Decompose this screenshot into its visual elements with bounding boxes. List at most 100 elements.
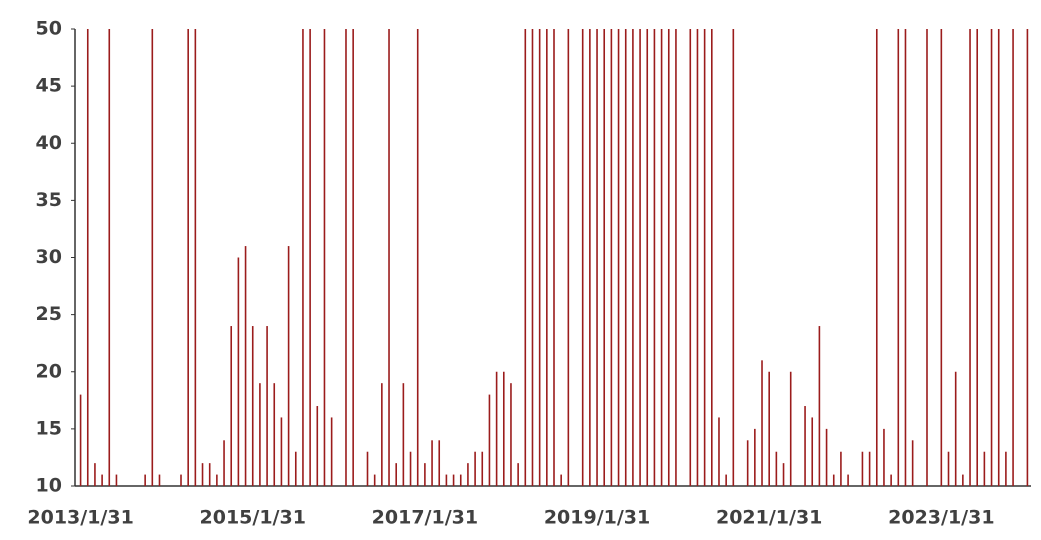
bar (194, 29, 197, 486)
bar (660, 29, 663, 486)
bar (883, 428, 885, 486)
bar (596, 29, 598, 486)
bar (459, 474, 462, 486)
bar (847, 474, 849, 486)
x-tick-label: 2013/1/31 (27, 507, 133, 529)
bar (754, 428, 756, 486)
bar (954, 371, 957, 486)
bar (560, 474, 562, 486)
x-tick-label: 2015/1/31 (200, 507, 306, 529)
bar (187, 29, 189, 486)
bar (223, 440, 225, 486)
bar (388, 29, 390, 486)
bar (366, 451, 369, 486)
bar (323, 29, 326, 486)
bar (244, 246, 247, 486)
bar (962, 474, 964, 486)
bar (675, 29, 677, 486)
bar (617, 29, 620, 486)
bar (330, 417, 333, 486)
bar (761, 360, 763, 486)
bar (1026, 29, 1029, 486)
bar (158, 474, 161, 486)
bar (452, 474, 455, 486)
y-tick-label: 15 (36, 417, 62, 439)
bar (531, 29, 534, 486)
y-tick-label: 45 (36, 75, 62, 97)
bar (868, 451, 871, 486)
bar (711, 29, 713, 486)
bar (789, 371, 792, 486)
bar (524, 29, 527, 486)
bar (345, 29, 347, 486)
bar (947, 451, 950, 486)
y-tick-label: 50 (36, 18, 62, 40)
bar (553, 29, 555, 486)
bar (416, 29, 419, 486)
bar (940, 29, 943, 486)
bar (832, 474, 835, 486)
bar (589, 29, 591, 486)
bar (101, 474, 103, 486)
bar (287, 246, 290, 486)
bar (373, 474, 376, 486)
bar (474, 451, 476, 486)
y-tick-label: 40 (36, 132, 62, 154)
x-tick-label: 2023/1/31 (888, 507, 994, 529)
bar (510, 383, 512, 486)
bar (94, 463, 96, 486)
bar (581, 29, 584, 486)
bar (1012, 29, 1014, 486)
bar (667, 29, 670, 486)
bar (294, 451, 297, 486)
bar (976, 29, 979, 486)
bar (502, 371, 505, 486)
bar (904, 29, 907, 486)
y-tick-label: 35 (36, 189, 62, 211)
bar (481, 451, 484, 486)
bar (746, 440, 749, 486)
bar (538, 29, 541, 486)
bar (775, 451, 778, 486)
bar (567, 29, 570, 486)
bar (811, 417, 814, 486)
bar (703, 29, 706, 486)
bar (546, 29, 548, 486)
bar (696, 29, 699, 486)
bar (639, 29, 641, 486)
bar (438, 440, 441, 486)
bar (653, 29, 656, 486)
bar (632, 29, 634, 486)
bar (115, 474, 118, 486)
y-tick-label: 20 (36, 360, 62, 382)
bar (79, 394, 82, 486)
x-tick-label: 2017/1/31 (372, 507, 478, 529)
bar (409, 451, 412, 486)
y-tick-label: 25 (36, 303, 62, 325)
bar (402, 383, 405, 486)
bar (911, 440, 914, 486)
bar (1005, 451, 1007, 486)
bar (840, 451, 842, 486)
bar (603, 29, 606, 486)
x-tick-label: 2021/1/31 (716, 507, 822, 529)
bar (86, 29, 89, 486)
bar (266, 326, 268, 486)
bar (316, 406, 319, 486)
bar (875, 29, 878, 486)
bar (237, 257, 240, 486)
bar (517, 463, 519, 486)
bar (108, 29, 111, 486)
bar (395, 463, 397, 486)
bar (997, 29, 1000, 486)
bar (216, 474, 218, 486)
bar (201, 463, 204, 486)
bar (273, 383, 276, 486)
bar (431, 440, 433, 486)
bar (151, 29, 154, 486)
x-tick-label: 2019/1/31 (544, 507, 650, 529)
bar (825, 428, 828, 486)
bar (610, 29, 613, 486)
y-tick-label: 30 (36, 246, 62, 268)
